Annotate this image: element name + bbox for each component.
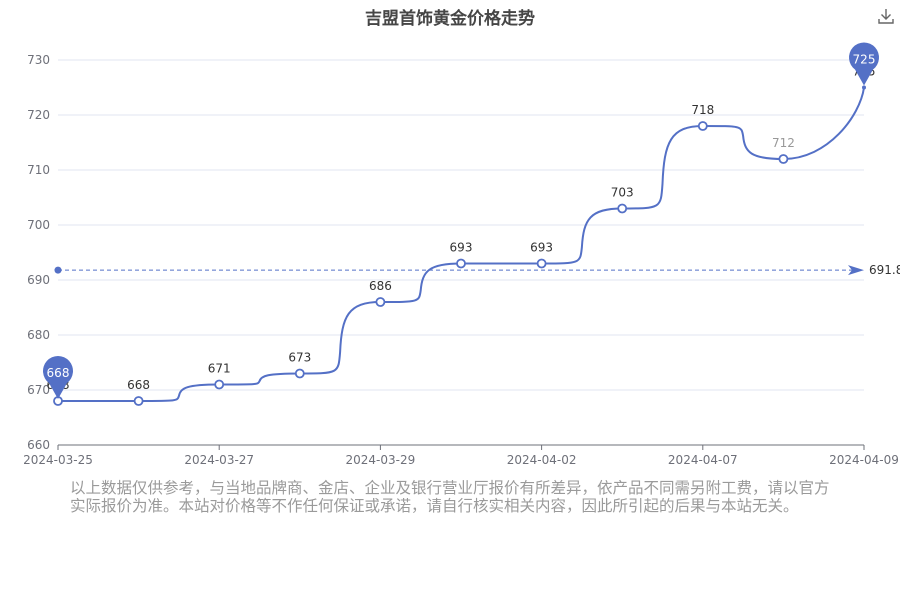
data-point: [294, 368, 305, 379]
data-point: [697, 121, 708, 131]
data-point: [536, 258, 547, 269]
y-tick-label: 690: [27, 273, 50, 287]
y-tick-label: 700: [27, 218, 50, 232]
data-point: [214, 379, 225, 390]
data-label: 718: [691, 103, 714, 117]
data-point: [133, 396, 144, 406]
disclaimer-text: 以上数据仅供参考，与当地品牌商、金店、企业及银行营业厅报价有所差异，依产品不同需…: [70, 479, 830, 515]
data-label: 673: [288, 351, 311, 365]
data-label: 703: [611, 186, 634, 200]
x-tick-label: 2024-04-07: [668, 453, 738, 467]
data-label: 712: [772, 136, 795, 150]
y-tick-label: 730: [27, 53, 50, 67]
average-line-label: 691.8: [869, 263, 900, 277]
min-marker-pin: [43, 356, 74, 399]
y-tick-label: 660: [27, 438, 50, 452]
data-point: [456, 258, 466, 269]
download-icon[interactable]: [876, 6, 896, 26]
x-tick-label: 2024-04-09: [829, 453, 899, 467]
data-label: 693: [530, 241, 553, 255]
average-line-arrow: [848, 265, 864, 276]
x-tick-label: 2024-04-02: [507, 453, 577, 467]
max-marker-pin: [849, 42, 880, 86]
data-point: [862, 85, 866, 90]
x-tick-label: 2024-03-29: [346, 453, 416, 467]
line-chart: 660 670 680 690 700 710 720 730 2024-03-25 2024-0…: [23, 42, 900, 467]
max-marker-pin-label: 725: [853, 53, 876, 67]
data-label: 668: [127, 378, 150, 392]
data-point: [778, 154, 789, 164]
data-point: [375, 297, 386, 307]
min-marker-pin-label: 668: [47, 366, 70, 380]
y-tick-label: 720: [27, 108, 50, 122]
data-label: 671: [208, 362, 231, 376]
y-tick-label: 710: [27, 163, 50, 177]
data-point: [617, 203, 628, 214]
data-label: 686: [369, 279, 392, 293]
y-tick-label: 680: [27, 328, 50, 342]
data-label: 693: [450, 241, 473, 255]
chart-title: 吉盟首饰黄金价格走势: [365, 9, 535, 29]
x-tick-label: 2024-03-27: [184, 453, 254, 467]
x-tick-label: 2024-03-25: [23, 453, 93, 467]
y-tick-label: 670: [27, 383, 50, 397]
